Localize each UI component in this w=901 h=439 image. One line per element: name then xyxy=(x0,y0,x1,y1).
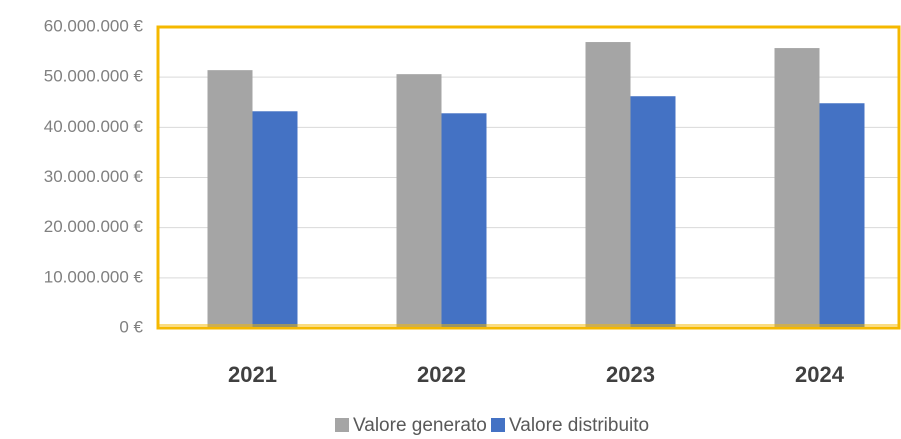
legend-swatch xyxy=(335,418,349,432)
bar xyxy=(252,111,298,328)
y-tick-label: 10.000.000 € xyxy=(44,267,144,286)
legend-swatch xyxy=(491,418,505,432)
y-tick-label: 20.000.000 € xyxy=(44,217,144,236)
y-tick-label: 60.000.000 € xyxy=(44,16,144,35)
bar xyxy=(774,48,820,328)
y-tick-label: 50.000.000 € xyxy=(44,67,144,86)
legend-label: Valore distribuito xyxy=(509,415,649,436)
bar xyxy=(207,70,253,328)
plot-border xyxy=(156,25,901,330)
y-tick-label: 0 € xyxy=(119,317,143,336)
bar xyxy=(396,74,442,328)
x-tick-label: 2024 xyxy=(795,362,845,387)
legend-label: Valore generato xyxy=(353,415,487,436)
bar xyxy=(630,96,676,328)
y-tick-label: 40.000.000 € xyxy=(44,117,144,136)
x-tick-label: 2023 xyxy=(606,362,655,387)
y-tick-label: 30.000.000 € xyxy=(44,167,144,186)
bar xyxy=(441,113,487,328)
bar xyxy=(819,103,865,329)
bar xyxy=(585,42,631,329)
x-tick-label: 2022 xyxy=(417,362,466,387)
x-tick-label: 2021 xyxy=(228,362,277,387)
